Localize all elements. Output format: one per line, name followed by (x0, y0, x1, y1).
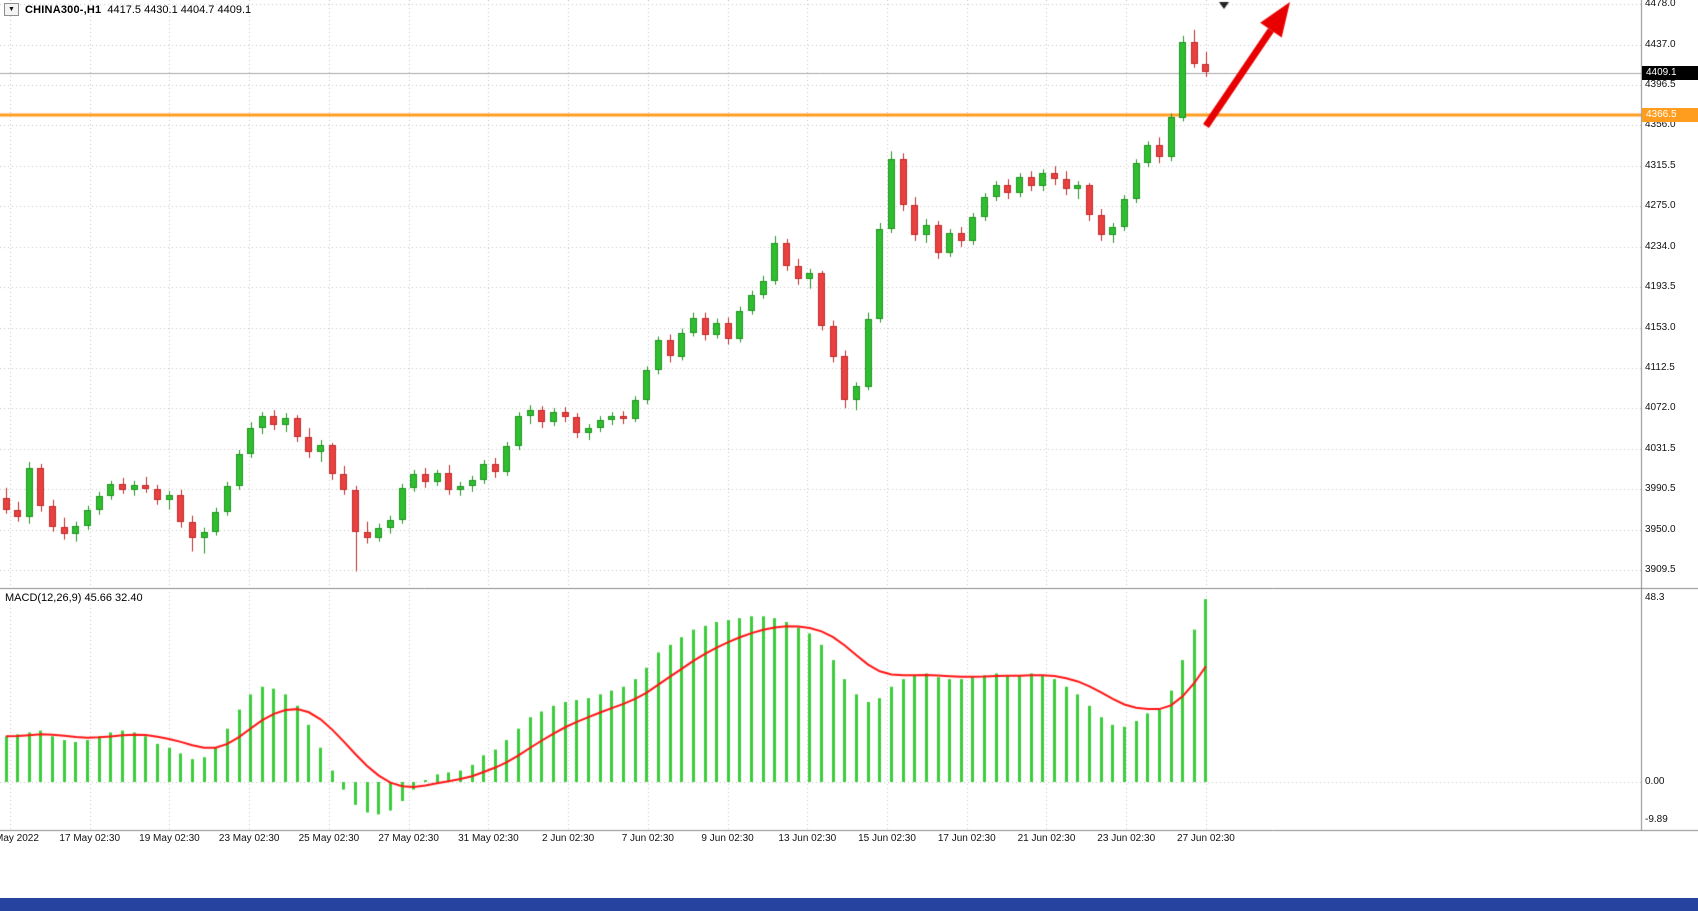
symbol-header: ▼ CHINA300-,H1 4417.5 4430.1 4404.7 4409… (4, 3, 251, 16)
chevron-down-icon[interactable]: ▼ (4, 3, 19, 16)
ohlc-quote: 4417.5 4430.1 4404.7 4409.1 (107, 3, 252, 16)
bottom-bar (0, 898, 1698, 911)
macd-indicator-label: MACD(12,26,9) 45.66 32.40 (5, 592, 143, 604)
current-price-badge: 4409.1 (1642, 65, 1698, 80)
symbol-label: CHINA300-,H1 (25, 3, 102, 16)
hline-price-badge: 4366.5 (1642, 107, 1698, 122)
